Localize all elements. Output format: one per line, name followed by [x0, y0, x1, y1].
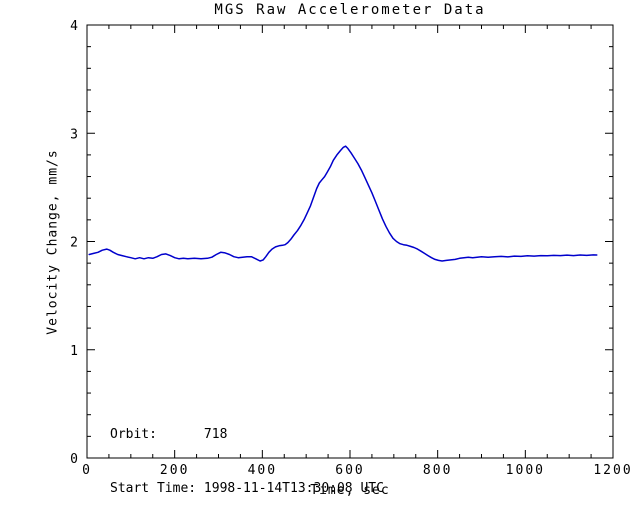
- annotation-start-time: Start Time: 1998-11-14T13:30:08 UTC: [110, 481, 384, 496]
- x-tick-label: 600: [335, 463, 364, 478]
- x-axis-label: Time, sec: [310, 483, 390, 498]
- y-tick-label: 4: [70, 19, 80, 34]
- annotation-block: Orbit: 718 Start Time: 1998-11-14T13:30:…: [110, 390, 384, 512]
- annotation-orbit: Orbit: 718: [110, 427, 228, 442]
- y-axis-label: Velocity Change, mm/s: [45, 149, 61, 335]
- y-tick-label: 0: [70, 452, 80, 467]
- data-line-velocity-change: [88, 145, 598, 262]
- y-tick-label: 1: [70, 344, 80, 359]
- y-tick-label: 2: [70, 236, 80, 251]
- chart-title: MGS Raw Accelerometer Data: [214, 2, 486, 18]
- x-tick-label: 800: [423, 463, 452, 478]
- x-tick-label: 1000: [506, 463, 545, 478]
- x-tick-label: 400: [248, 463, 277, 478]
- x-tick-label: 1200: [593, 463, 632, 478]
- x-tick-label: 0: [82, 463, 92, 478]
- x-tick-label: 200: [160, 463, 189, 478]
- y-tick-label: 3: [70, 127, 80, 142]
